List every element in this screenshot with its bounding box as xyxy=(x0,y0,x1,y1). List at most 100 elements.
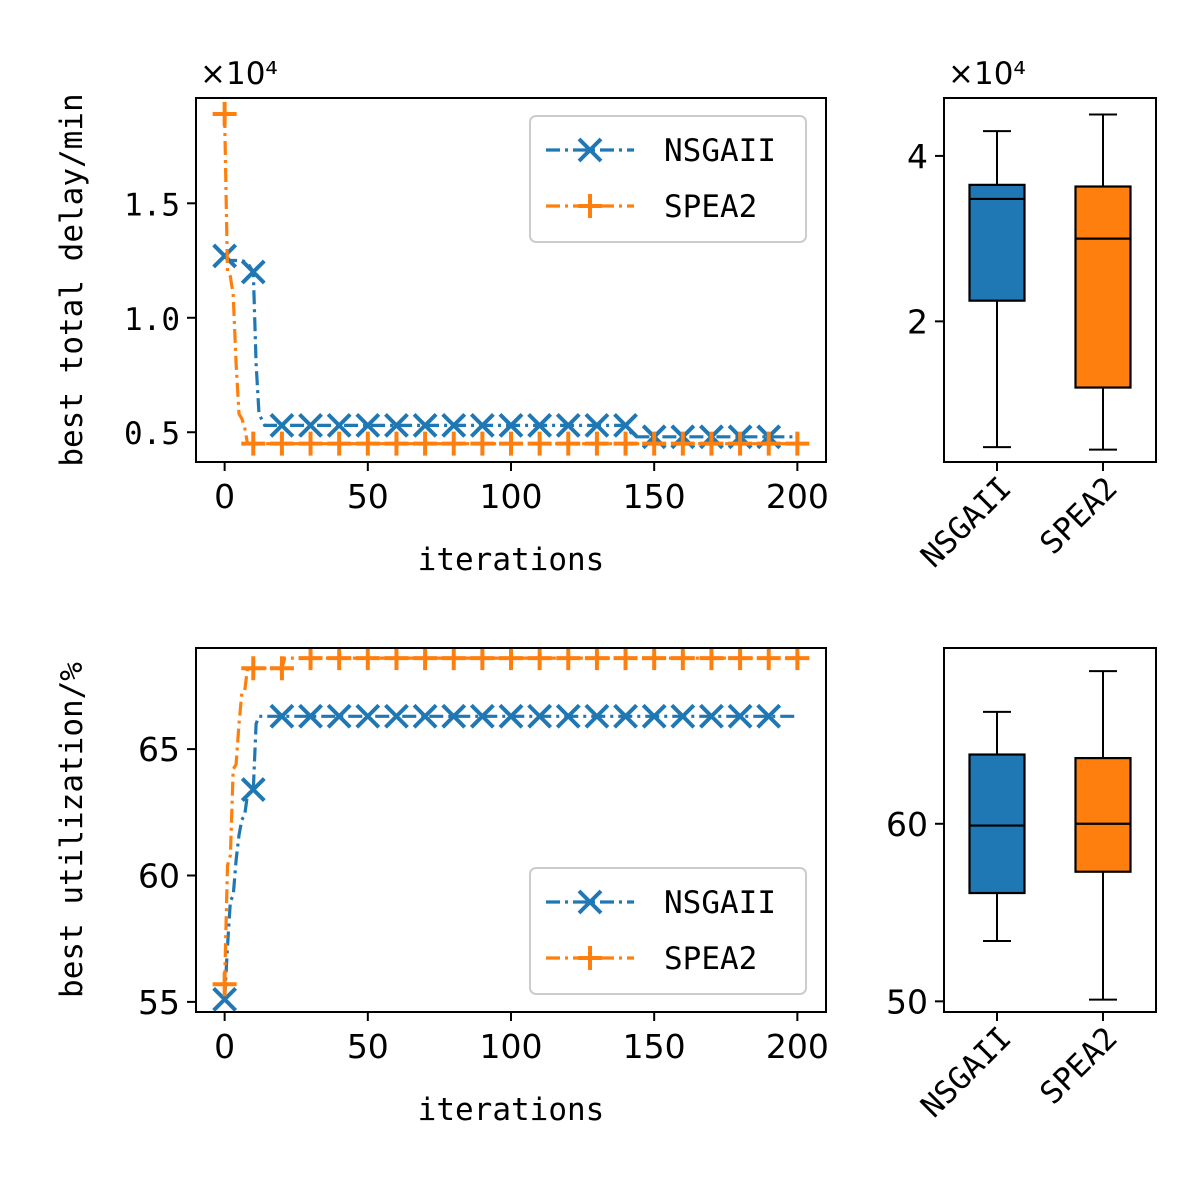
plus-marker-19 xyxy=(756,648,781,671)
legend-frame xyxy=(529,867,807,995)
x-marker-1 xyxy=(240,259,266,285)
x-tick-label: 50 xyxy=(347,1027,389,1066)
plus-marker-17 xyxy=(699,648,724,671)
x-marker-8 xyxy=(441,703,467,729)
plus-marker-6 xyxy=(384,431,409,456)
plus-marker-1 xyxy=(241,431,266,456)
plus-marker-16 xyxy=(670,431,695,456)
x-tick-label: 0 xyxy=(214,1027,235,1066)
x-marker-13 xyxy=(584,703,610,729)
x-tick-label: 100 xyxy=(480,1027,543,1066)
y-axis-label: best utilization/% xyxy=(54,662,90,998)
y-tick-label: 2 xyxy=(907,302,928,341)
x-tick-label: 200 xyxy=(766,477,829,516)
plus-marker-18 xyxy=(728,648,753,671)
y-tick-label: 65 xyxy=(138,730,180,769)
x-marker-19 xyxy=(756,703,782,729)
plus-marker-15 xyxy=(642,648,667,671)
plus-marker-9 xyxy=(470,431,495,456)
axis-multiplier-label: ×10⁴ xyxy=(200,56,278,92)
util-line-chart: 0 50 100 150 200 55 60 65 iterations best utiliza… xyxy=(54,647,829,1128)
plus-marker-18 xyxy=(728,431,753,456)
x-marker-legend xyxy=(577,889,603,915)
series-line-nsgaii xyxy=(223,714,798,1000)
plus-marker-7 xyxy=(413,431,438,456)
x-marker-16 xyxy=(670,703,696,729)
plus-marker-5 xyxy=(355,431,380,456)
box-body xyxy=(1074,185,1132,389)
plus-marker-15 xyxy=(642,431,667,456)
box-spea2 xyxy=(1074,113,1132,451)
plus-marker-4 xyxy=(327,648,352,671)
x-marker-7 xyxy=(412,703,438,729)
plus-marker-2 xyxy=(269,431,294,456)
plus-marker-8 xyxy=(441,431,466,456)
plus-marker-5 xyxy=(355,648,380,671)
plus-marker-legend xyxy=(578,946,602,970)
axes-frame xyxy=(943,647,1157,1013)
x-marker-7 xyxy=(412,412,438,438)
axis-multiplier-label: ×10⁴ xyxy=(948,56,1026,92)
x-marker-3 xyxy=(298,703,323,729)
y-tick-label: 55 xyxy=(138,983,180,1022)
legend-label: SPEA2 xyxy=(664,189,757,225)
plus-marker-11 xyxy=(527,648,552,671)
y-tick-label: 60 xyxy=(886,805,928,844)
box-body xyxy=(968,183,1026,302)
legend-label: NSGAII xyxy=(664,885,776,921)
x-axis-label: iterations xyxy=(418,542,605,578)
x-marker-8 xyxy=(441,412,467,438)
axes-frame xyxy=(943,97,1157,463)
plus-marker-12 xyxy=(556,431,581,456)
x-marker-10 xyxy=(498,412,524,438)
x-marker-14 xyxy=(613,703,638,729)
box-nsgaii xyxy=(968,130,1026,449)
plus-marker-13 xyxy=(584,648,609,671)
plus-marker-7 xyxy=(413,648,438,671)
x-axis-label: iterations xyxy=(418,1092,605,1128)
plus-marker-0 xyxy=(212,102,237,127)
y-tick-label: 60 xyxy=(138,857,180,896)
x-marker-10 xyxy=(498,703,524,729)
plus-marker-1 xyxy=(241,656,266,681)
box-spea2 xyxy=(1074,670,1132,1001)
x-marker-18 xyxy=(727,703,753,729)
x-marker-15 xyxy=(641,703,667,729)
y-tick-label: 0.5 xyxy=(124,416,180,452)
x-marker-9 xyxy=(469,412,495,438)
plus-marker-14 xyxy=(613,431,638,456)
plus-marker-12 xyxy=(556,648,581,671)
x-marker-5 xyxy=(355,412,381,438)
plus-marker-2 xyxy=(269,656,294,681)
plus-marker-3 xyxy=(298,648,323,671)
plus-marker-4 xyxy=(327,431,352,456)
x-marker-9 xyxy=(469,703,495,729)
plus-marker-11 xyxy=(527,431,552,456)
x-tick-label: 150 xyxy=(623,1027,686,1066)
x-tick-label: 100 xyxy=(480,477,543,516)
plus-marker-20 xyxy=(785,648,810,671)
box-body xyxy=(1074,756,1132,873)
plus-marker-14 xyxy=(613,648,638,671)
y-tick-label: 1.5 xyxy=(124,187,180,223)
plus-marker-6 xyxy=(384,648,409,671)
x-tick-label: 50 xyxy=(347,477,389,516)
x-marker-2 xyxy=(269,412,295,438)
plus-marker-3 xyxy=(298,431,323,456)
x-tick-label: 150 xyxy=(623,477,686,516)
plus-marker-8 xyxy=(441,648,466,671)
y-tick-label: 4 xyxy=(907,137,928,176)
legend: NSGAII SPEA2 xyxy=(529,115,807,243)
x-marker-legend xyxy=(577,137,603,163)
x-marker-0 xyxy=(212,243,238,269)
legend: NSGAII SPEA2 xyxy=(529,867,807,995)
x-marker-0 xyxy=(212,986,238,1012)
delay-line-chart: 0 50 100 150 200 0.5 1.0 1.5 iterations best tota… xyxy=(54,56,829,578)
series-line-spea2 xyxy=(223,656,798,985)
x-marker-12 xyxy=(555,412,581,438)
x-marker-5 xyxy=(355,703,381,729)
x-marker-4 xyxy=(326,703,352,729)
plus-marker-0 xyxy=(212,972,237,997)
plus-marker-20 xyxy=(785,431,810,456)
